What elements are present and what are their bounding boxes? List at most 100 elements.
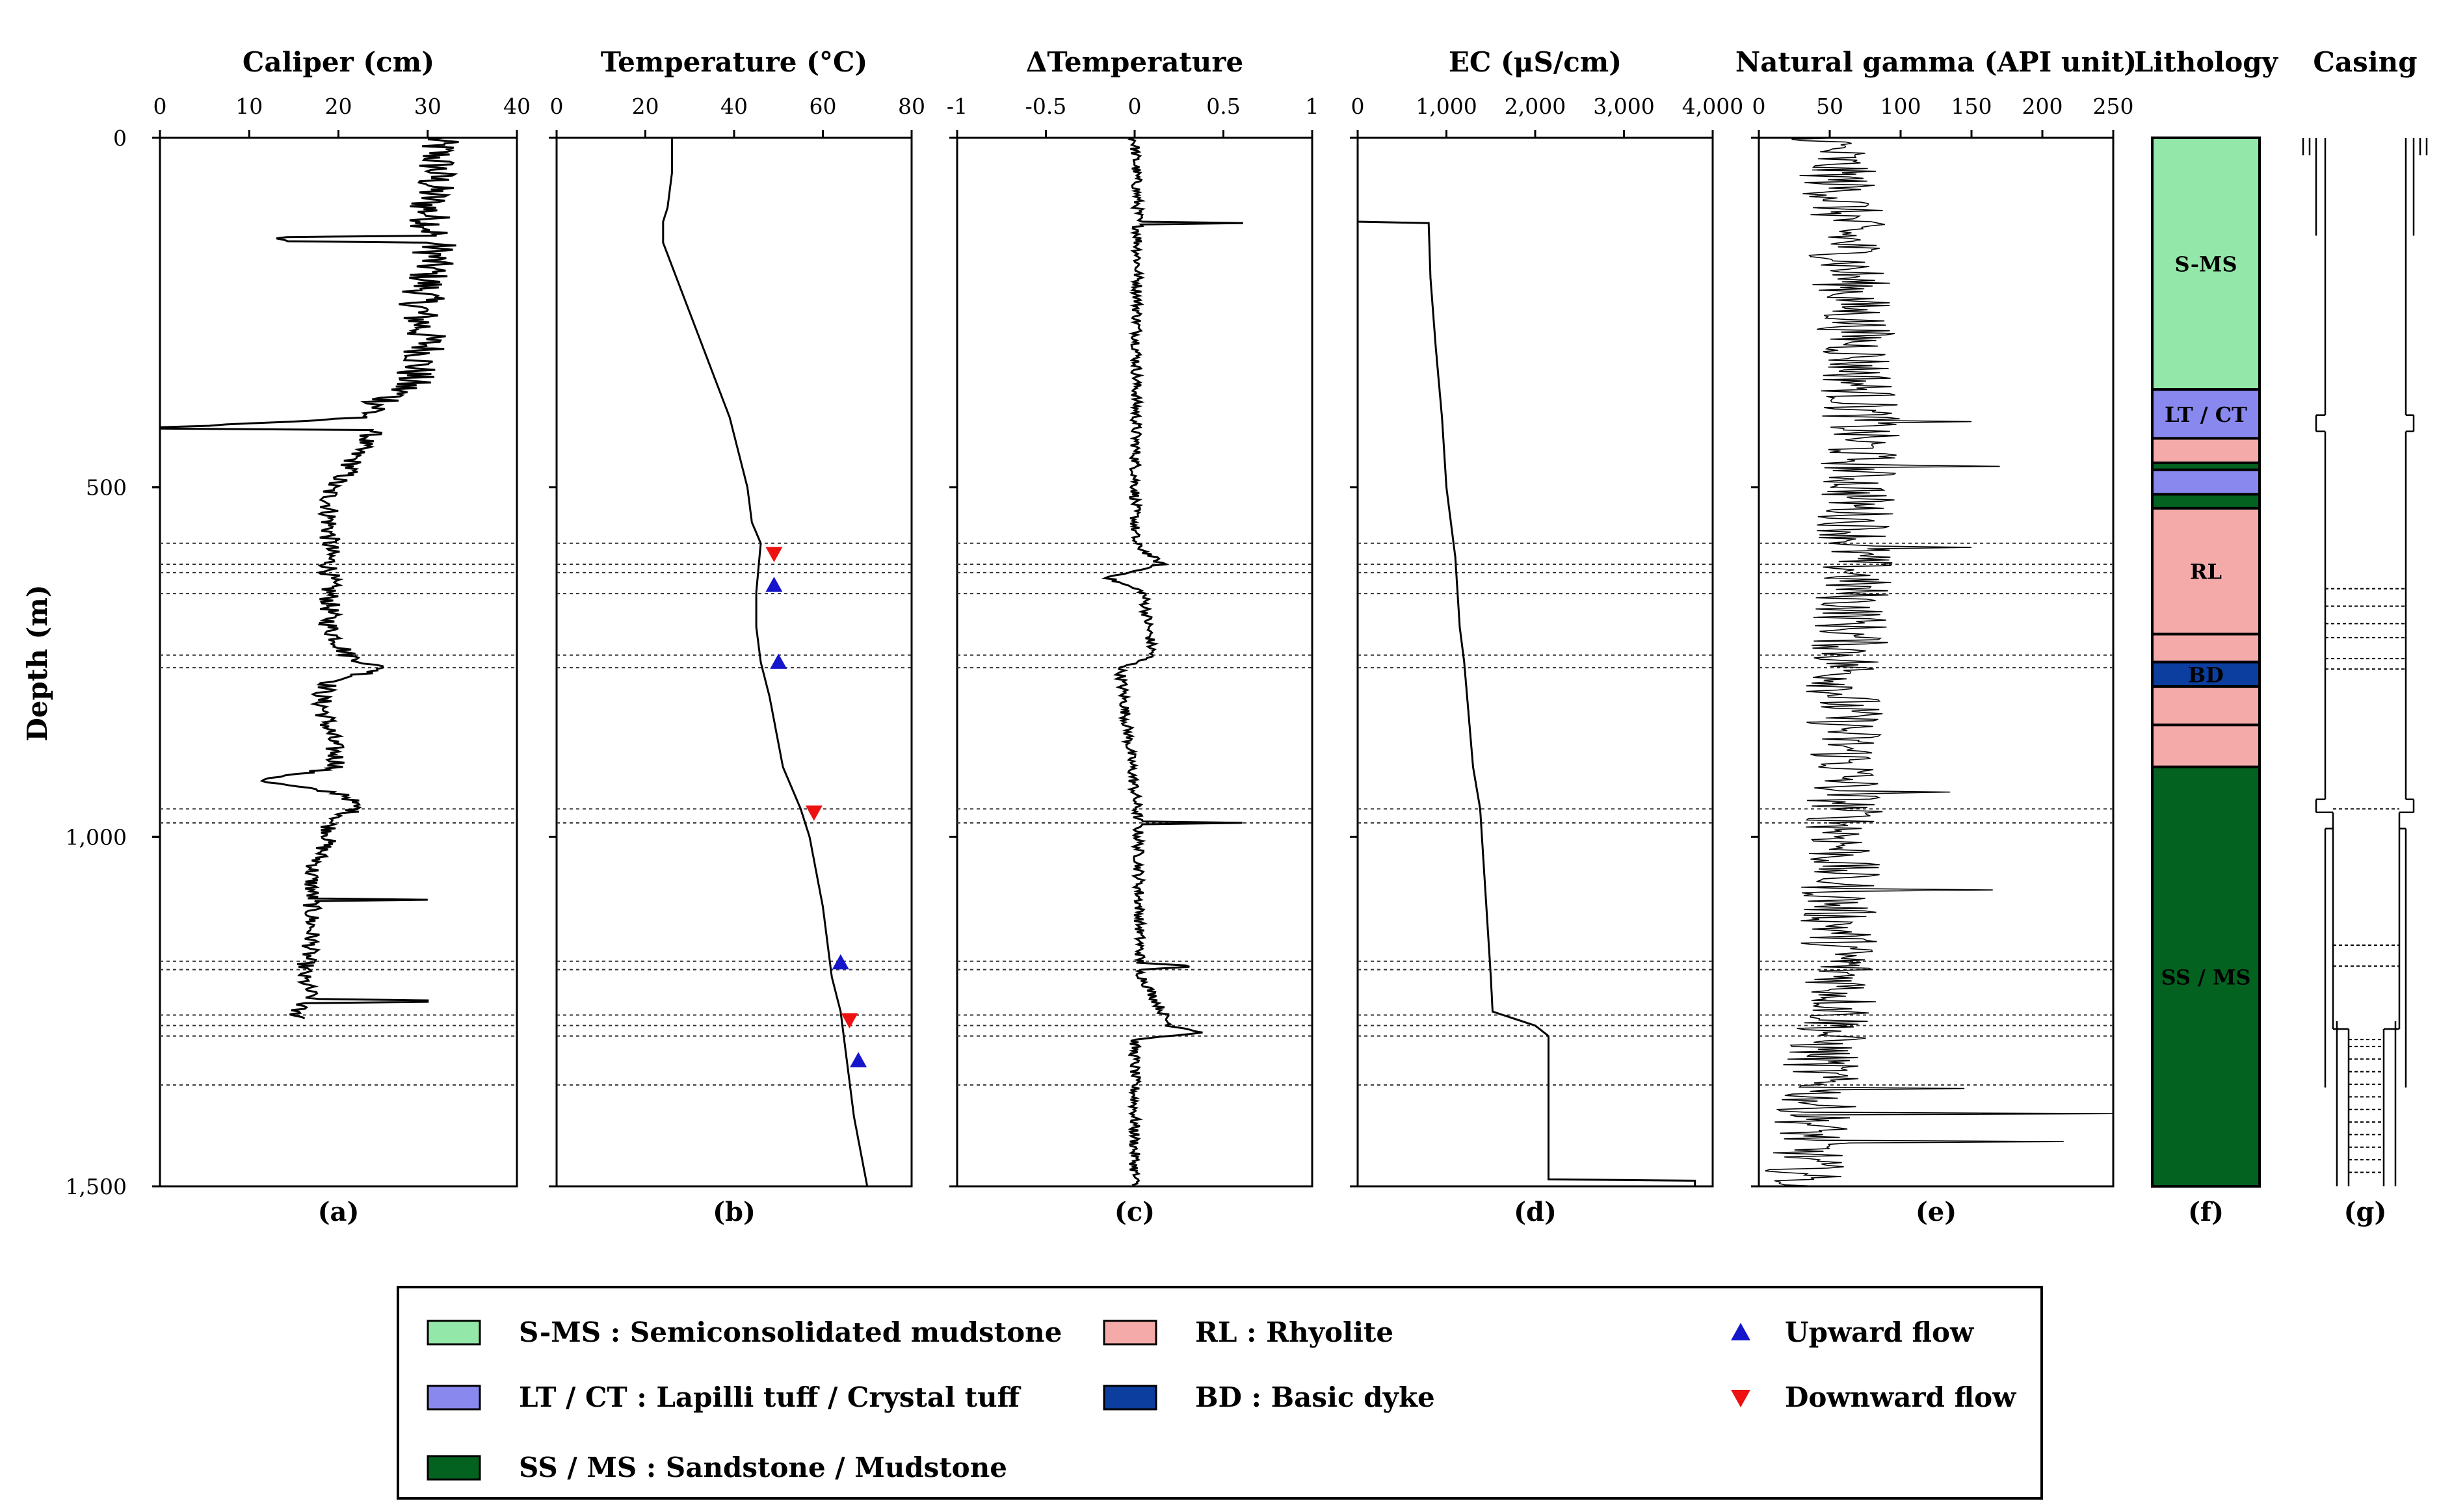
upward-flow-marker xyxy=(770,653,787,669)
downward-flow-marker xyxy=(841,1013,858,1029)
y-tick-label: 0 xyxy=(113,125,127,151)
downward-flow-marker xyxy=(765,547,783,562)
lithology-interval xyxy=(2151,493,2261,510)
panel-title: Natural gamma (API unit) xyxy=(1735,46,2137,78)
series-line xyxy=(159,137,459,1020)
panel-5: Natural gamma (API unit) (e) 0 50 100 150 200 2… xyxy=(1735,46,2137,1227)
x-tick-label: 250 xyxy=(2093,94,2134,119)
panel-title: ΔTemperature xyxy=(1026,46,1243,78)
upward-flow-marker xyxy=(765,577,783,592)
panel-frame xyxy=(1758,137,2115,1188)
x-tick-label: 150 xyxy=(1951,94,1992,119)
lithology-interval xyxy=(2151,765,2261,1188)
panel-label: (g) xyxy=(2344,1197,2387,1227)
x-tick-label: 30 xyxy=(414,94,442,119)
legend-swatch xyxy=(427,1455,481,1481)
legend-item-bd: BD : Basic dyke xyxy=(1103,1381,1435,1413)
downward-flow-icon xyxy=(1731,1390,1750,1407)
panel-title: Caliper (cm) xyxy=(243,46,434,78)
upward-flow-marker xyxy=(832,954,849,970)
panel-label: (e) xyxy=(1916,1197,1957,1227)
lithology-interval xyxy=(2151,685,2261,727)
panel-frame xyxy=(159,137,518,1188)
panel-3: ΔTemperature (c) -1 -0.5 0 0.5 1 xyxy=(947,46,1319,1227)
panel-label: (a) xyxy=(318,1197,360,1227)
x-tick-label: 0 xyxy=(1351,94,1365,119)
lithology-label: LT / CT xyxy=(2165,402,2247,427)
panel-title: Temperature (°C) xyxy=(601,46,868,78)
x-tick-label: 4,000 xyxy=(1682,94,1743,119)
y-tick-label: 1,500 xyxy=(66,1174,127,1199)
x-tick-label: 20 xyxy=(632,94,659,119)
panel-1: Caliper (cm) (a) 0 10 20 30 40 xyxy=(152,46,531,1227)
y-axis-label: Depth (m) xyxy=(21,584,53,741)
lithology-label: BD xyxy=(2188,662,2224,687)
panel-6: Lithology (f) S-MS LT / CT RL BD SS / MS xyxy=(2134,46,2279,1227)
downward-flow-marker xyxy=(805,805,823,821)
lithology-interval xyxy=(2151,468,2261,496)
legend-item-lt-ct: LT / CT : Lapilli tuff / Crystal tuff xyxy=(427,1381,1022,1413)
legend-item-ss-ms: SS / MS : Sandstone / Mudstone xyxy=(427,1452,1007,1483)
series-line xyxy=(1356,138,1696,1186)
legend-item-down: Downward flow xyxy=(1731,1381,2016,1413)
x-tick-label: 0 xyxy=(1752,94,1766,119)
legend-label: S-MS : Semiconsolidated mudstone xyxy=(519,1316,1062,1348)
x-tick-label: 40 xyxy=(720,94,748,119)
panel-7: Casing (g) xyxy=(2302,46,2428,1227)
x-tick-label: 40 xyxy=(503,94,531,119)
x-tick-label: 100 xyxy=(1880,94,1921,119)
lithology-interval xyxy=(2151,506,2261,636)
legend: S-MS : Semiconsolidated mudstone LT / CT … xyxy=(397,1286,2043,1500)
panel-2: Temperature (°C) (b) 0 20 40 60 80 xyxy=(549,46,925,1227)
lithology-label: SS / MS xyxy=(2161,965,2250,989)
panel-frame xyxy=(555,137,913,1188)
x-tick-label: 80 xyxy=(898,94,925,119)
x-tick-label: -0.5 xyxy=(1025,94,1067,119)
panel-title: Lithology xyxy=(2134,46,2279,78)
panel-label: (c) xyxy=(1114,1197,1155,1227)
legend-item-up: Upward flow xyxy=(1731,1316,1974,1348)
lithology-interval xyxy=(2151,723,2261,768)
lithology-interval xyxy=(2151,137,2261,391)
panel-title: EC (μS/cm) xyxy=(1449,46,1622,78)
legend-label: Downward flow xyxy=(1785,1381,2016,1413)
panel-label: (d) xyxy=(1514,1197,1557,1227)
y-tick-label: 500 xyxy=(86,475,127,501)
legend-swatch xyxy=(1103,1385,1157,1411)
x-tick-label: 0.5 xyxy=(1206,94,1240,119)
lithology-label: RL xyxy=(2190,560,2222,584)
x-tick-label: 20 xyxy=(325,94,352,119)
x-tick-label: 3,000 xyxy=(1593,94,1654,119)
panel-4: EC (μS/cm) (d) 0 1,000 2,000 3,000 4,000 xyxy=(1350,46,1743,1227)
x-tick-label: 200 xyxy=(2022,94,2063,119)
series-line xyxy=(1765,137,2114,1187)
legend-swatch xyxy=(427,1385,481,1411)
legend-swatch xyxy=(1103,1320,1157,1346)
x-tick-label: 60 xyxy=(810,94,837,119)
x-tick-label: 10 xyxy=(235,94,263,119)
x-tick-label: 2,000 xyxy=(1505,94,1566,119)
lithology-label: S-MS xyxy=(2174,252,2237,277)
panel-title: Casing xyxy=(2313,46,2417,78)
x-tick-label: 0 xyxy=(550,94,564,119)
panel-frame xyxy=(1356,137,1714,1188)
legend-label: LT / CT : Lapilli tuff / Crystal tuff xyxy=(519,1381,1022,1413)
legend-frame xyxy=(397,1286,2043,1500)
legend-label: Upward flow xyxy=(1785,1316,1974,1348)
legend-label: SS / MS : Sandstone / Mudstone xyxy=(519,1452,1007,1483)
x-tick-label: -1 xyxy=(947,94,968,119)
series-line xyxy=(1101,137,1243,1187)
legend-swatch xyxy=(427,1320,481,1346)
series-line xyxy=(662,138,869,1187)
upward-flow-icon xyxy=(1731,1323,1750,1340)
x-tick-label: 50 xyxy=(1816,94,1843,119)
x-tick-label: 0 xyxy=(153,94,167,119)
y-tick-label: 1,000 xyxy=(66,824,127,850)
x-tick-label: 1 xyxy=(1306,94,1319,119)
lithology-interval xyxy=(2151,632,2261,664)
lithology-interval xyxy=(2151,388,2261,440)
legend-label: RL : Rhyolite xyxy=(1195,1316,1393,1348)
legend-item-rl: RL : Rhyolite xyxy=(1103,1316,1393,1348)
